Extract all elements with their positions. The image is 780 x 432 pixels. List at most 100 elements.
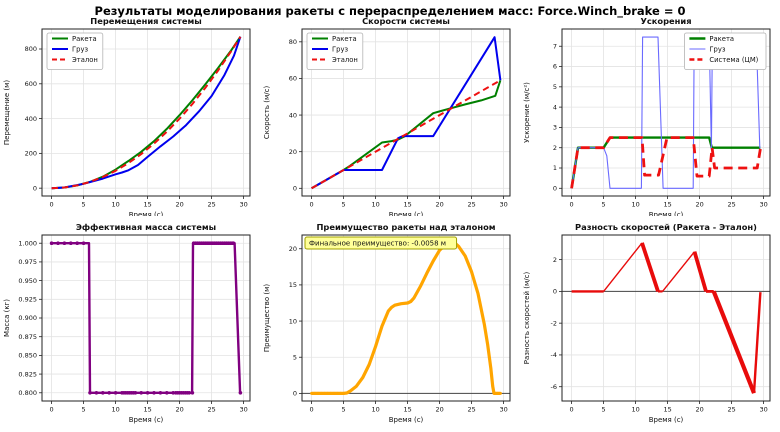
tick-label-y: 15 [289, 281, 297, 289]
tick-label-y: 10 [289, 317, 297, 325]
legend-label-rocket: Ракета [332, 35, 357, 43]
tick-label-x: 25 [207, 201, 215, 209]
tick-label-y: 5 [553, 83, 557, 91]
tick-label-y: 60 [289, 75, 297, 83]
series-system-cm [570, 136, 762, 189]
x-axis-label: Время (с) [389, 416, 424, 424]
subplot-title: Перемещения системы [90, 17, 201, 26]
legend: Ракета Груз Эталон [306, 32, 364, 70]
tick-label-x: 30 [239, 406, 247, 414]
subplot-mass: 0 5 10 15 20 25 30 0.800 0.825 0.850 0.875 0.900 0.9… [0, 216, 260, 432]
subplot-accelerations: 0 5 10 15 20 25 30 0 1 2 3 4 5 6 7 Ускорения Время (с) Ус… [520, 16, 780, 220]
tick-label-y: 0.925 [18, 296, 37, 304]
tick-label-x: 20 [175, 406, 183, 414]
y-axis-label: Разность скоростей (м/с) [523, 272, 531, 365]
series-mass [51, 242, 242, 395]
legend-label-etalon: Эталон [332, 56, 358, 64]
series-marker-mass [187, 391, 191, 395]
tick-label-x: 30 [759, 406, 767, 414]
series-marker-advantage [310, 391, 314, 395]
series-marker-mass [113, 391, 118, 395]
tick-label-y: 20 [289, 245, 297, 253]
tick-label-y: -2 [551, 319, 557, 327]
tick-label-x: 10 [371, 201, 379, 209]
subplot-velocity-difference: 0 5 10 15 20 25 30 -6 -4 -2 0 2 Разность скоростей (… [520, 216, 780, 432]
tick-label-x: 5 [82, 406, 86, 414]
tick-label-y: 3 [553, 124, 557, 132]
series-advantage [311, 241, 501, 395]
annotation: Финальное преимущество: -0.0058 м [304, 236, 458, 250]
tick-label-x: 20 [695, 201, 703, 209]
series-marker-mass [165, 391, 169, 395]
tick-label-x: 0 [310, 406, 314, 414]
tick-label-x: 5 [342, 201, 346, 209]
tick-label-x: 20 [175, 201, 183, 209]
tick-label-x: 20 [435, 201, 443, 209]
legend-label-rocket: Ракета [72, 35, 97, 43]
y-axis-label: Перемещение (м) [3, 80, 11, 145]
tick-label-y: 7 [553, 42, 557, 50]
series-vdiff-seg-6 [692, 251, 708, 292]
tick-label-x: 5 [342, 406, 346, 414]
series-marker-mass [69, 241, 73, 245]
series-marker-mass [133, 391, 138, 395]
series-marker-mass [231, 241, 236, 245]
legend-label-cargo: Груз [709, 46, 725, 54]
legend-label-rocket: Ракета [709, 35, 734, 43]
x-axis-label: Время (с) [649, 416, 684, 424]
series-etalon [311, 79, 501, 190]
series-etalon [51, 36, 242, 190]
y-axis-label: Скорость (м/с) [263, 86, 271, 140]
tick-label-y: 80 [289, 38, 297, 46]
subplot-title: Разность скоростей (Ракета - Эталон) [575, 222, 757, 232]
tick-label-x: 0 [570, 406, 574, 414]
tick-label-y: 0.900 [18, 314, 37, 322]
tick-label-x: 5 [82, 201, 86, 209]
series-marker-advantage [329, 391, 333, 395]
tick-label-x: 0 [570, 201, 574, 209]
tick-label-y: 600 [25, 80, 37, 88]
tick-label-x: 25 [207, 406, 215, 414]
series-vdiff-seg-8 [711, 290, 756, 394]
tick-label-x: 15 [143, 406, 151, 414]
tick-label-y: 0 [553, 288, 557, 296]
y-axis-label: Преимущество (м) [263, 284, 271, 352]
tick-label-y: -6 [551, 383, 557, 391]
tick-label-y: 2 [553, 144, 557, 152]
tick-label-y: 200 [25, 150, 37, 158]
tick-label-y: 0 [293, 390, 297, 398]
subplot-advantage: 0 5 10 15 20 25 30 0 5 10 15 20 Преимущество ракеты … [260, 216, 520, 432]
tick-label-x: 20 [435, 406, 443, 414]
series-marker-mass [88, 391, 92, 395]
tick-label-x: 0 [50, 406, 54, 414]
tick-label-y: 0.825 [18, 370, 37, 378]
tick-label-y: 400 [25, 115, 37, 123]
series-marker-advantage [313, 391, 317, 395]
series-marker-mass [107, 391, 111, 395]
tick-label-y: 1 [553, 164, 557, 172]
series-marker-mass [62, 241, 67, 245]
tick-label-x: 30 [239, 201, 247, 209]
tick-label-x: 20 [695, 406, 703, 414]
subplot-canvas-velocities: 0 5 10 15 20 25 30 0 20 40 60 80 Скорости системы Вре… [263, 16, 511, 219]
subplot-title: Скорости системы [362, 17, 450, 26]
tick-label-x: 25 [467, 201, 475, 209]
tick-label-y: 0.950 [18, 277, 37, 285]
tick-label-x: 10 [631, 406, 639, 414]
axes-frame [561, 234, 771, 402]
subplot-velocities: 0 5 10 15 20 25 30 0 20 40 60 80 Скорости системы Вре… [260, 16, 520, 220]
x-axis-label: Время (с) [129, 416, 164, 424]
tick-label-x: 15 [143, 201, 151, 209]
series-marker-advantage [319, 391, 323, 395]
legend-label-etalon: Эталон [72, 56, 98, 64]
tick-label-x: 5 [602, 406, 606, 414]
axes-frame [561, 28, 771, 197]
axes-frame [301, 234, 511, 402]
series-marker-mass [139, 391, 143, 395]
tick-label-x: 10 [371, 406, 379, 414]
series-marker-mass [171, 391, 175, 395]
tick-label-y: 40 [289, 111, 297, 119]
tick-label-x: 30 [759, 201, 767, 209]
series-marker-mass [190, 391, 195, 395]
series-marker-mass [158, 391, 163, 395]
